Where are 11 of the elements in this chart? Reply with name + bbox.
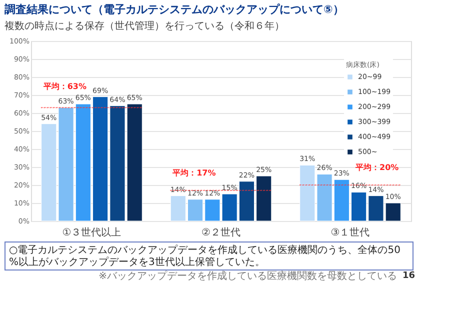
text: ※バックアップデータを作成している医療機関数を母数としている — [98, 270, 397, 282]
chart-title: 調査結果について（電子カルテシステムのバックアップについて⑤） — [4, 3, 344, 16]
chart-subtitle: 複数の時点による保存（世代管理）を行っている（令和６年） — [4, 20, 284, 32]
x-tick-label: ①３世代以上 — [62, 226, 122, 238]
x-tick-label: ②２世代 — [202, 226, 240, 238]
annotation: 平均：17% — [172, 168, 216, 178]
x-tick-label: ③１世代 — [330, 226, 370, 238]
annotation: 平均：20% — [354, 163, 399, 172]
text: ○電子カルテシステムのバックアップデータを作成している医療機関のうち、全体の50%以上がバックアップデータを3世代以上保管していた。 — [9, 244, 400, 268]
text: 16 — [402, 271, 415, 281]
annotation: 平均：63% — [42, 82, 86, 91]
